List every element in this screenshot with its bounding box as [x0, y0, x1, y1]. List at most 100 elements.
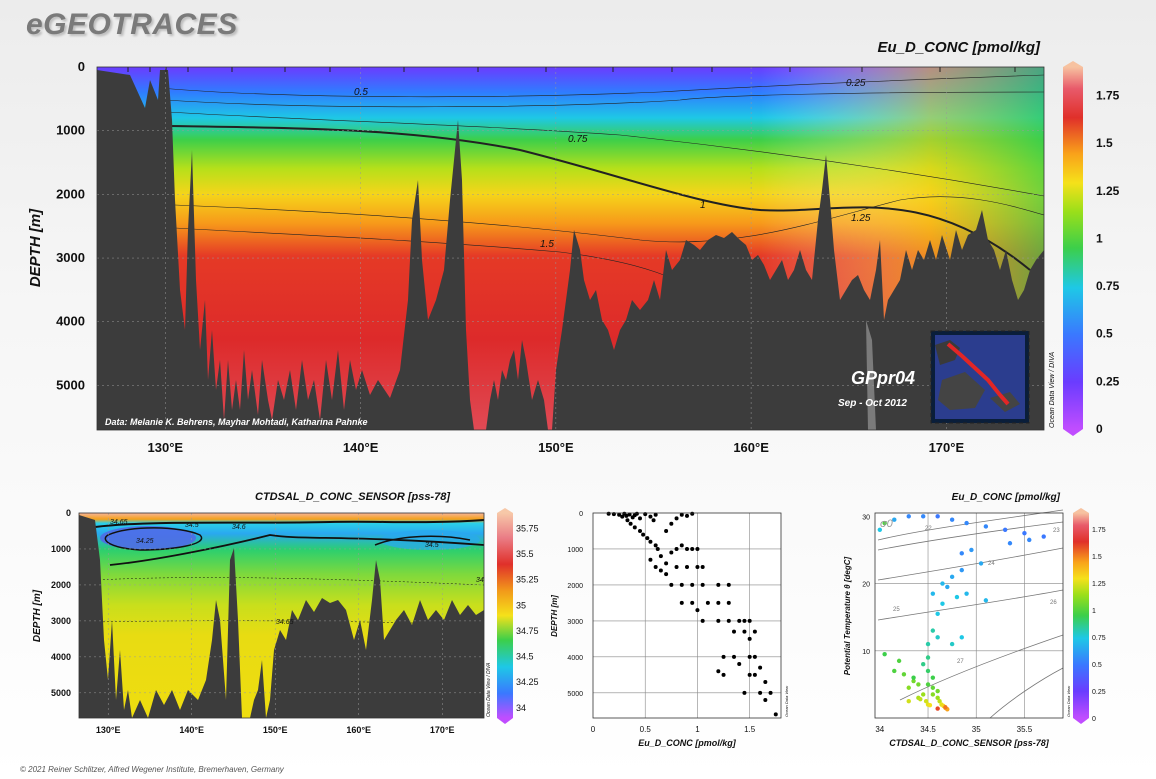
salinity-contour-label-1: 34.65: [110, 519, 128, 526]
profile-point: [628, 521, 633, 526]
salinity-contours: [94, 519, 484, 626]
profile-y-tick-5: 5000: [567, 691, 583, 698]
profile-y-tick-2: 2000: [567, 583, 583, 590]
profile-point: [773, 712, 778, 717]
ts-point: [892, 517, 897, 522]
profile-point: [726, 582, 731, 587]
isopycnals: [877, 509, 1064, 719]
profile-point: [679, 582, 684, 587]
ts-watermark: Ocean Data View: [1066, 685, 1071, 717]
main-plot-y-tick-labels: 0 1000 2000 3000 4000 5000: [56, 59, 85, 392]
ts-point: [959, 551, 964, 556]
salinity-grid: [79, 513, 484, 718]
profile-point: [726, 618, 731, 623]
main-cb-tick-4: 0.75: [1096, 279, 1120, 293]
main-watermark: Ocean Data View / DIVA: [1049, 352, 1056, 428]
contour-label-1: 1: [700, 200, 706, 211]
ts-point: [945, 584, 950, 590]
profile-point: [752, 629, 757, 634]
sal-x-tick-0: 130°E: [96, 725, 121, 735]
profile-point: [690, 582, 695, 587]
profile-point: [747, 672, 752, 677]
main-x-tick-0: 130°E: [148, 440, 184, 455]
ts-point: [911, 675, 916, 680]
profile-x-tick-0: 0: [591, 725, 596, 734]
ts-point: [877, 527, 883, 533]
main-y-tick-4: 4000: [56, 314, 85, 329]
ts-point: [925, 668, 931, 674]
profile-point: [690, 546, 695, 551]
profile-y-tick-3: 3000: [567, 619, 583, 626]
ts-point: [896, 658, 902, 664]
salinity-section-plot: [78, 512, 485, 719]
main-plot-grid: [97, 67, 1044, 430]
profile-point: [695, 564, 700, 569]
profile-point: [674, 564, 679, 569]
profile-point: [732, 629, 736, 634]
sal-y-tick-1: 1000: [51, 544, 71, 554]
ts-cb-tick-3: 1: [1092, 608, 1096, 615]
profile-point: [742, 618, 747, 623]
ts-point: [940, 601, 945, 606]
ts-x-tick-0: 34: [875, 725, 884, 734]
isopycnal-label-22: 22: [925, 526, 932, 532]
contour-label-1.5: 1.5: [540, 239, 554, 250]
salinity-contour-label-6: 34: [476, 577, 484, 584]
ts-point: [911, 678, 916, 684]
ts-point: [923, 698, 929, 704]
profile-point: [653, 512, 658, 517]
ts-point: [940, 581, 945, 586]
sal-y-tick-4: 4000: [51, 652, 71, 662]
profile-point: [737, 618, 742, 623]
profile-point: [664, 561, 669, 566]
profile-point: [695, 546, 700, 551]
ts-y-tick-labels: 10 20 30: [862, 514, 870, 655]
main-cb-tick-6: 0.25: [1096, 374, 1120, 388]
profile-point: [732, 654, 736, 659]
salinity-contour-label-5: 34.5: [425, 542, 439, 549]
ts-point: [921, 662, 926, 667]
ts-x-tick-3: 35.5: [1017, 725, 1033, 734]
profile-point: [648, 539, 653, 544]
salinity-plot-ylabel: DEPTH [m]: [32, 589, 43, 642]
profile-plot-area: [593, 513, 781, 718]
salinity-contour-label-3: 34.6: [232, 524, 246, 531]
ts-point: [882, 520, 887, 526]
sal-cb-tick-0: 35.75: [516, 523, 539, 533]
ts-point: [925, 641, 931, 647]
ts-point: [882, 651, 887, 657]
profile-point: [648, 557, 653, 562]
eu-colorbar: [1063, 61, 1083, 436]
profile-point: [700, 564, 705, 569]
profile-point: [617, 512, 622, 517]
salinity-plot-frame: [78, 512, 485, 719]
main-plot-x-tick-labels: 130°E 140°E 150°E 160°E 170°E: [148, 440, 965, 455]
profile-point: [664, 572, 669, 577]
ts-point: [959, 567, 964, 573]
sal-cb-tick-4: 34.75: [516, 626, 539, 636]
low-salinity-east: [380, 530, 480, 550]
ts-point: [935, 514, 940, 519]
sal-cb-tick-3: 35: [516, 600, 526, 610]
profile-point: [763, 680, 768, 685]
egeotraces-logo: eGEOTRACES: [26, 8, 238, 41]
ts-point: [930, 692, 936, 697]
profile-point: [674, 546, 679, 551]
sal-x-tick-3: 160°E: [346, 725, 371, 735]
isopycnal-label-23: 23: [1053, 528, 1060, 534]
ts-point: [935, 695, 940, 701]
ts-cb-tick-7: 0: [1092, 716, 1096, 723]
sigma-label: σ0: [880, 518, 894, 530]
profile-point: [747, 654, 752, 659]
ts-point: [1002, 527, 1008, 533]
main-cb-tick-1: 1.5: [1096, 136, 1113, 150]
profile-point: [716, 669, 721, 674]
salinity-contour-label-7: 34.65: [276, 619, 294, 626]
profile-point: [695, 608, 700, 613]
profile-point: [669, 582, 674, 587]
profile-point: [653, 564, 658, 569]
ts-plot-frame: [874, 512, 1064, 719]
profile-point: [700, 618, 705, 623]
profile-grid: [593, 513, 781, 718]
profile-point: [679, 512, 684, 517]
